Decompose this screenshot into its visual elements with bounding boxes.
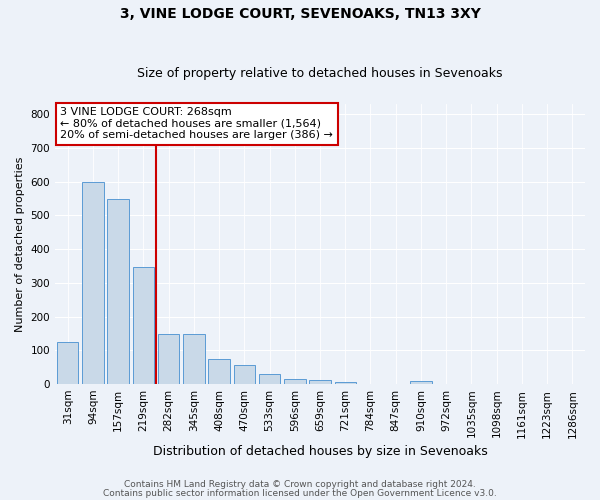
Bar	[284, 379, 305, 384]
Bar	[410, 381, 431, 384]
Bar	[107, 198, 129, 384]
Text: Contains public sector information licensed under the Open Government Licence v3: Contains public sector information licen…	[103, 488, 497, 498]
Bar	[309, 380, 331, 384]
Bar	[259, 374, 280, 384]
Bar	[335, 382, 356, 384]
Bar	[208, 358, 230, 384]
Title: Size of property relative to detached houses in Sevenoaks: Size of property relative to detached ho…	[137, 66, 503, 80]
Y-axis label: Number of detached properties: Number of detached properties	[15, 156, 25, 332]
Bar	[233, 366, 255, 384]
Text: 3 VINE LODGE COURT: 268sqm
← 80% of detached houses are smaller (1,564)
20% of s: 3 VINE LODGE COURT: 268sqm ← 80% of deta…	[61, 107, 333, 140]
Bar	[183, 334, 205, 384]
Bar	[57, 342, 79, 384]
X-axis label: Distribution of detached houses by size in Sevenoaks: Distribution of detached houses by size …	[152, 444, 487, 458]
Text: 3, VINE LODGE COURT, SEVENOAKS, TN13 3XY: 3, VINE LODGE COURT, SEVENOAKS, TN13 3XY	[119, 8, 481, 22]
Text: Contains HM Land Registry data © Crown copyright and database right 2024.: Contains HM Land Registry data © Crown c…	[124, 480, 476, 489]
Bar	[158, 334, 179, 384]
Bar	[82, 182, 104, 384]
Bar	[133, 266, 154, 384]
